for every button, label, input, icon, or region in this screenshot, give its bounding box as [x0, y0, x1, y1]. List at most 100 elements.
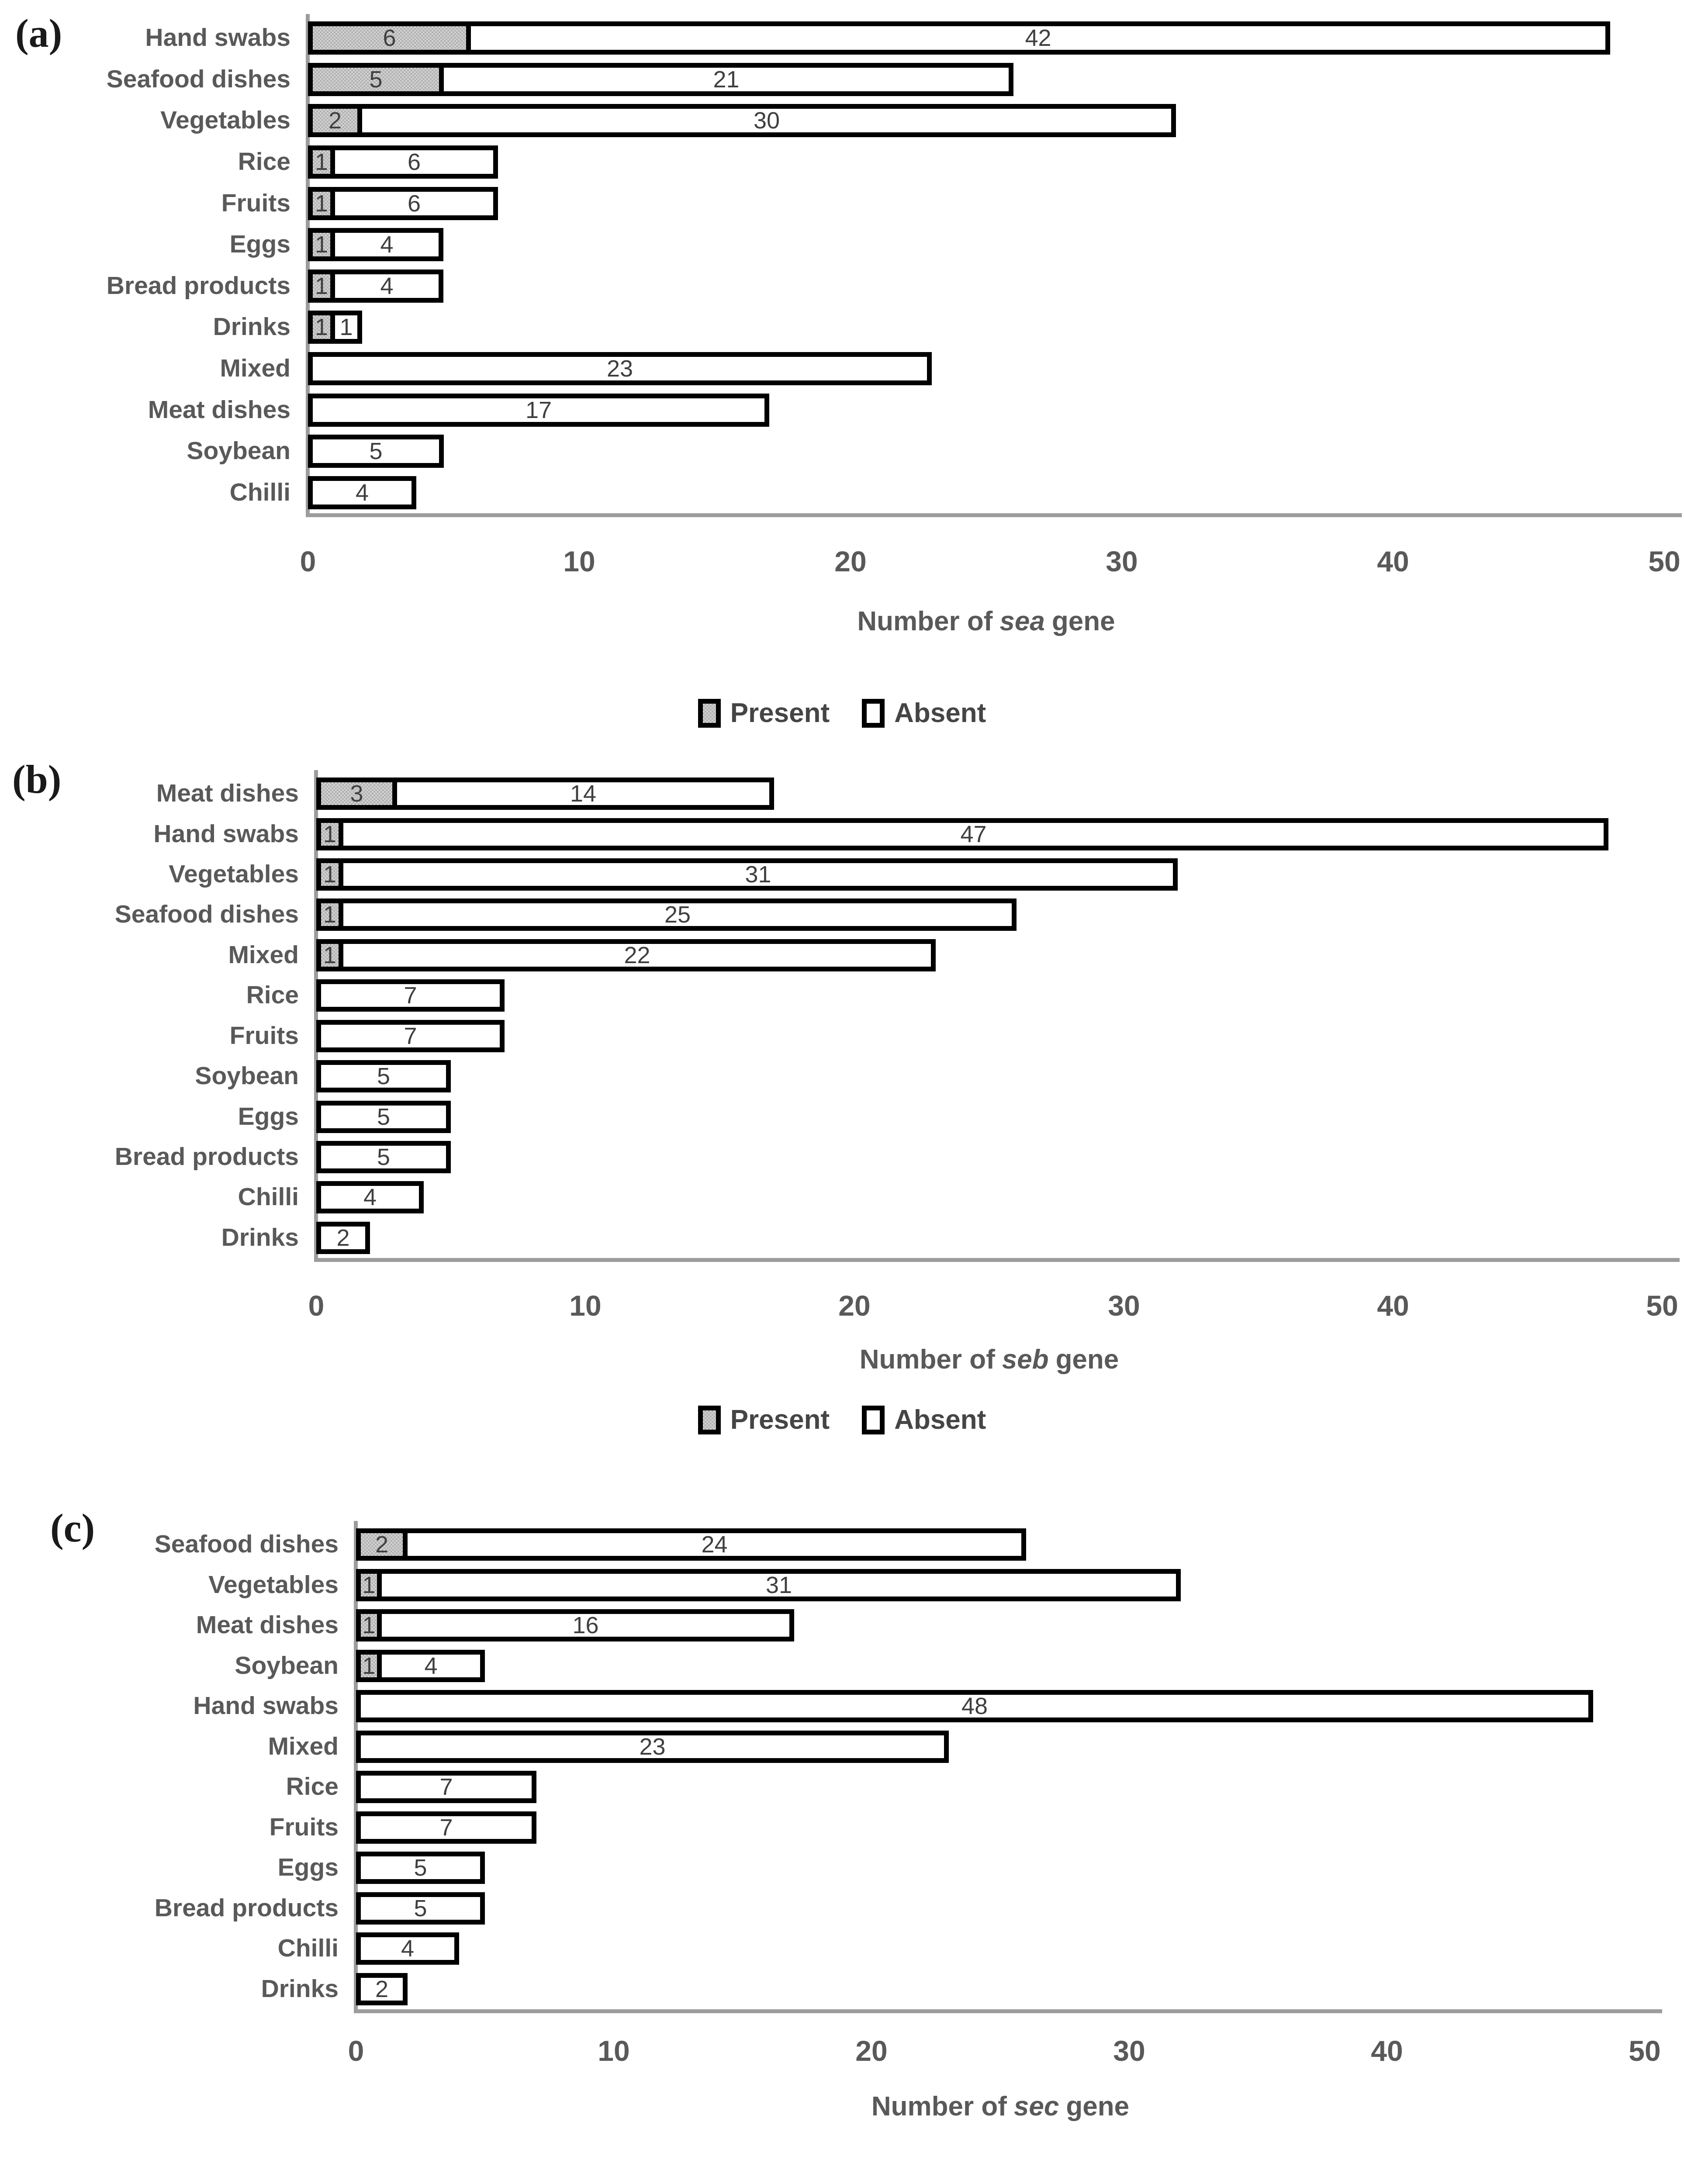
x-axis-title-c: Number of sec gene [356, 2093, 1645, 2120]
panel-label-c: (c) [50, 1506, 95, 1550]
x-tick-label: 20 [855, 2035, 888, 2067]
category-label: Soybean [187, 437, 290, 465]
present-value-label: 1 [323, 821, 337, 847]
y-axis-line [354, 1521, 358, 2011]
category-label: Eggs [277, 1853, 339, 1881]
absent-bar-segment: 22 [339, 939, 936, 971]
legend-present-label: Present [730, 1405, 830, 1435]
x-tick-label: 40 [1371, 2035, 1403, 2067]
x-tick-label: 10 [569, 1289, 602, 1322]
absent-bar-segment: 24 [403, 1528, 1026, 1561]
category-label: Vegetables [208, 1571, 339, 1599]
panel-label-b: (b) [12, 757, 62, 802]
category-label: Rice [286, 1773, 339, 1800]
legend-item-present: Present [698, 1406, 830, 1434]
absent-bar-segment: 42 [466, 21, 1610, 55]
category-label: Rice [246, 981, 299, 1009]
absent-bar-segment: 6 [330, 187, 498, 220]
absent-bar-segment: 25 [339, 898, 1017, 931]
absent-bar-segment: 7 [356, 1771, 536, 1803]
x-tick-label: 10 [563, 545, 595, 577]
category-label: Eggs [238, 1102, 299, 1130]
absent-bar-segment: 5 [316, 1141, 451, 1173]
category-label: Drinks [221, 1223, 299, 1251]
present-value-label: 1 [362, 1653, 376, 1679]
legend-absent-swatch-icon [862, 1406, 885, 1434]
absent-value-label: 4 [424, 1653, 438, 1679]
absent-value-label: 42 [1025, 25, 1051, 51]
category-label: Soybean [195, 1062, 299, 1090]
absent-bar-segment: 14 [392, 778, 774, 810]
category-label: Rice [238, 148, 290, 176]
present-bar-segment: 3 [316, 778, 397, 810]
absent-value-label: 5 [369, 438, 383, 464]
absent-value-label: 4 [401, 1935, 415, 1962]
x-axis-line [354, 2009, 1662, 2013]
x-axis-title-prefix: Number of [859, 1344, 995, 1375]
category-label: Fruits [229, 1022, 299, 1050]
category-label: Bread products [114, 1143, 299, 1171]
category-label: Hand swabs [145, 24, 290, 52]
category-label: Chilli [277, 1934, 339, 1962]
present-value-label: 1 [315, 273, 329, 299]
absent-bar-segment: 23 [308, 352, 932, 385]
legend-a: Present Absent [0, 699, 1684, 728]
legend-b: Present Absent [0, 1406, 1684, 1434]
category-label: Seafood dishes [154, 1530, 339, 1558]
present-value-label: 2 [328, 107, 342, 134]
absent-bar-segment: 7 [356, 1811, 536, 1844]
present-value-label: 1 [362, 1612, 376, 1638]
absent-bar-segment: 4 [330, 270, 443, 303]
category-label: Meat dishes [156, 779, 299, 807]
absent-value-label: 7 [439, 1774, 453, 1800]
category-label: Mixed [228, 941, 299, 969]
present-value-label: 1 [315, 232, 329, 258]
category-label: Drinks [213, 313, 290, 341]
legend-present-swatch-icon [698, 1406, 721, 1434]
x-axis-title-suffix: gene [1066, 2091, 1130, 2122]
panel-label-a: (a) [15, 11, 62, 55]
x-axis-title-a: Number of sea gene [308, 608, 1664, 635]
absent-bar-segment: 17 [308, 394, 769, 427]
present-bar-segment: 1 [316, 858, 343, 891]
x-tick-label: 0 [348, 2035, 364, 2067]
absent-value-label: 22 [624, 942, 650, 968]
category-label: Vegetables [160, 106, 290, 134]
absent-value-label: 31 [745, 861, 771, 888]
x-tick-label: 30 [1113, 2035, 1145, 2067]
gene-name-italic: sea [999, 606, 1045, 636]
category-label: Vegetables [169, 860, 299, 888]
x-tick-label: 20 [838, 1289, 871, 1322]
present-value-label: 1 [315, 149, 329, 175]
present-value-label: 1 [323, 861, 337, 888]
absent-bar-segment: 31 [339, 858, 1178, 891]
absent-value-label: 24 [701, 1531, 728, 1558]
absent-value-label: 14 [570, 781, 597, 807]
category-label: Meat dishes [148, 396, 290, 424]
absent-bar-segment: 1 [330, 311, 362, 344]
gene-name-italic: seb [1002, 1344, 1049, 1375]
absent-bar-segment: 4 [308, 476, 416, 509]
gene-name-italic: sec [1013, 2091, 1059, 2122]
legend-absent-swatch-icon [862, 699, 885, 728]
absent-bar-segment: 5 [316, 1060, 451, 1092]
present-bar-segment: 2 [308, 104, 362, 137]
absent-bar-segment: 4 [316, 1181, 424, 1213]
absent-value-label: 25 [664, 902, 691, 928]
absent-bar-segment: 5 [308, 435, 444, 468]
absent-value-label: 4 [355, 480, 369, 506]
x-tick-label: 50 [1629, 2035, 1661, 2067]
legend-present-label: Present [730, 698, 830, 728]
absent-bar-segment: 23 [356, 1731, 949, 1763]
x-axis-title-prefix: Number of [857, 606, 993, 636]
category-label: Soybean [235, 1652, 339, 1679]
y-axis-line [314, 770, 318, 1260]
legend-present-swatch-icon [698, 699, 721, 728]
category-label: Seafood dishes [106, 65, 290, 93]
absent-value-label: 30 [753, 107, 780, 134]
absent-bar-segment: 5 [356, 1892, 485, 1925]
absent-bar-segment: 4 [377, 1650, 485, 1682]
present-value-label: 1 [315, 314, 329, 340]
category-label: Chilli [238, 1183, 299, 1211]
